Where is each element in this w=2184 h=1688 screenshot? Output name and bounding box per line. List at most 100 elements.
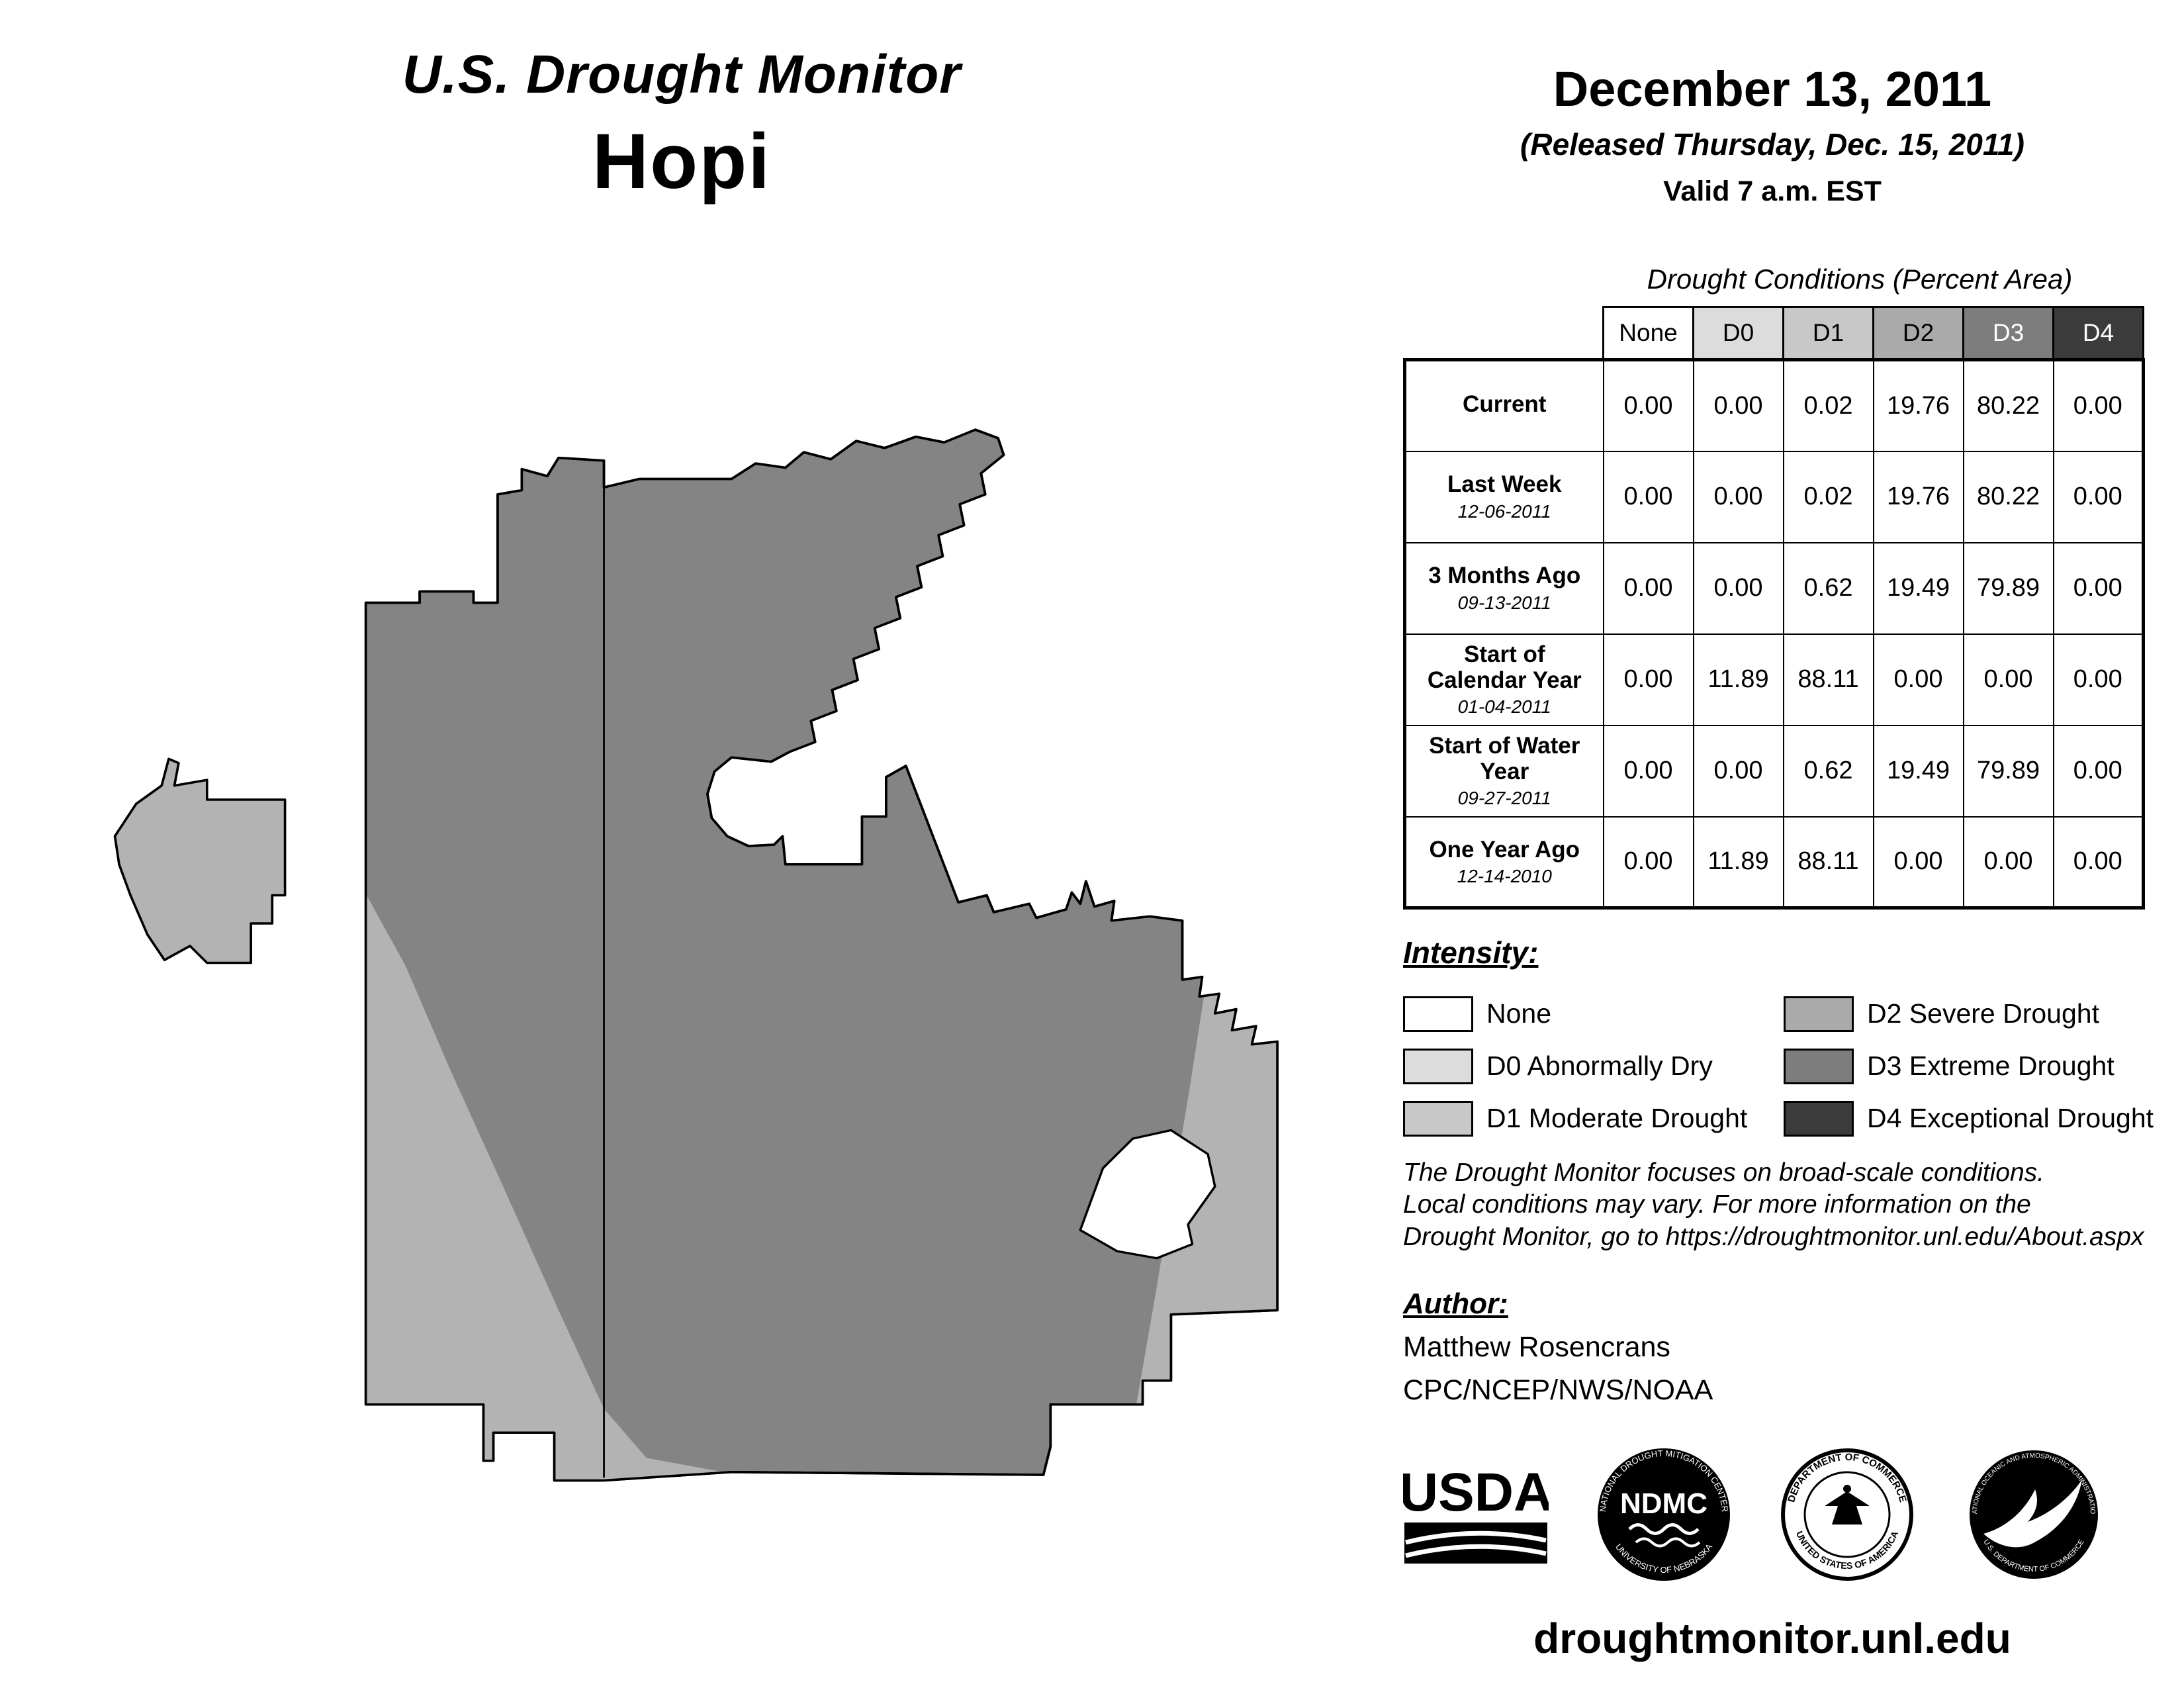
usda-field — [1404, 1523, 1547, 1564]
table-row-3-months-ago: 3 Months Ago 09-13-2011 0.00 0.00 0.62 1… — [1403, 541, 2145, 635]
table-cell: 88.11 — [1782, 633, 1874, 726]
legend-swatch-d3 — [1784, 1048, 1854, 1084]
legend-swatch-d0 — [1403, 1048, 1473, 1084]
table-cell: 0.62 — [1782, 541, 1874, 635]
ndmc-wordmark: NDMC — [1620, 1487, 1707, 1520]
table-cell: 0.00 — [1602, 450, 1694, 543]
map-enclave-hole — [1079, 1129, 1216, 1260]
table-cell: 0.00 — [1872, 816, 1964, 910]
legend-heading: Intensity: — [1403, 935, 1539, 970]
ndmc-seal-circle — [1598, 1448, 1730, 1581]
row-label: Start of Water Year — [1429, 732, 1580, 784]
table-cell: 0.00 — [1692, 541, 1784, 635]
table-cell: 19.49 — [1872, 724, 1964, 818]
author-name: Matthew Rosencrans — [1403, 1331, 1670, 1363]
legend-swatch-d2 — [1784, 996, 1854, 1032]
table-cell: 0.02 — [1782, 450, 1874, 543]
conditions-table: None D0 D1 D2 D3 D4 Current 0.00 0.00 0.… — [1403, 306, 2145, 910]
table-cell: 19.76 — [1872, 358, 1964, 452]
footer-url[interactable]: droughtmonitor.unl.edu — [1533, 1615, 2011, 1662]
table-cell: 11.89 — [1692, 816, 1784, 910]
table-cell: 0.00 — [1962, 816, 2054, 910]
disclaimer-line: The Drought Monitor focuses on broad-sca… — [1403, 1158, 2045, 1187]
table-cell: 0.00 — [2052, 541, 2145, 635]
title-block: U.S. Drought Monitor Hopi — [0, 44, 1363, 207]
table-cell: 0.62 — [1782, 724, 1874, 818]
table-cell: 0.00 — [1962, 633, 2054, 726]
table-caption: Drought Conditions (Percent Area) — [1647, 263, 2073, 295]
table-cell: 80.22 — [1962, 450, 2054, 543]
legend-swatch-d4 — [1784, 1100, 1854, 1137]
table-row-start-calendar-year: Start of Calendar Year 01-04-2011 0.00 1… — [1403, 633, 2145, 726]
agency-logos: USDA NATIONAL DROUGHT MITIGATION CENTER … — [1403, 1442, 2101, 1587]
disclaimer-line: Local conditions may vary. For more info… — [1403, 1190, 2031, 1219]
table-cell: 79.89 — [1962, 541, 2054, 635]
legend-item-d4: D4 Exceptional Drought — [1784, 1092, 2154, 1145]
row-label: Start of Calendar Year — [1427, 641, 1582, 693]
noaa-gull-icon — [1983, 1479, 2082, 1548]
table-cell: 0.00 — [1602, 724, 1694, 818]
table-row-last-week: Last Week 12-06-2011 0.00 0.00 0.02 19.7… — [1403, 450, 2145, 543]
table-cell: 11.89 — [1692, 633, 1784, 726]
table-cell: 79.89 — [1962, 724, 2054, 818]
table-cell: 19.76 — [1872, 450, 1964, 543]
table-cell: 0.00 — [1692, 358, 1784, 452]
conditions-table-block: None D0 D1 D2 D3 D4 Current 0.00 0.00 0.… — [1403, 306, 2145, 910]
map-detached-parcel-d2 — [113, 757, 287, 964]
ndmc-wave-2 — [1635, 1537, 1701, 1548]
col-header-d1: D1 — [1782, 306, 1874, 361]
row-date: 09-13-2011 — [1457, 592, 1551, 613]
commerce-logo: DEPARTMENT OF COMMERCE UNITED STATES OF … — [1781, 1448, 1913, 1581]
date-block: December 13, 2011 (Released Thursday, De… — [1403, 61, 2142, 208]
report-date: December 13, 2011 — [1553, 62, 1992, 117]
row-date: 12-14-2010 — [1457, 865, 1552, 886]
table-row-one-year-ago: One Year Ago 12-14-2010 0.00 11.89 88.11… — [1403, 816, 2145, 910]
row-date: 01-04-2011 — [1457, 696, 1551, 718]
table-cell: 0.00 — [2052, 816, 2145, 910]
usda-swoosh-2 — [1405, 1544, 1547, 1558]
col-header-d2: D2 — [1872, 306, 1964, 361]
legend-item-d3: D3 Extreme Drought — [1784, 1040, 2154, 1092]
table-cell: 88.11 — [1782, 816, 1874, 910]
drought-map — [113, 428, 1279, 1482]
row-date: 09-27-2011 — [1457, 788, 1551, 809]
table-cell: 0.00 — [1602, 816, 1694, 910]
row-label: One Year Ago — [1429, 836, 1580, 863]
row-label: Current — [1463, 391, 1547, 418]
doc-eagle-head — [1843, 1485, 1851, 1493]
usda-logo: USDA — [1403, 1462, 1549, 1564]
row-date: 12-06-2011 — [1457, 500, 1551, 522]
author-block: Author: Matthew Rosencrans CPC/NCEP/NWS/… — [1403, 1288, 2131, 1407]
table-cell: 0.00 — [1872, 633, 1964, 726]
col-header-d3: D3 — [1962, 306, 2054, 361]
region-title: Hopi — [592, 118, 772, 205]
legend-item-d0: D0 Abnormally Dry — [1403, 1040, 1784, 1092]
disclaimer-line: Drought Monitor, go to https://droughtmo… — [1403, 1222, 2144, 1251]
map-region-d2-southwest — [365, 878, 739, 1481]
table-cell: 0.00 — [1692, 450, 1784, 543]
usda-wordmark: USDA — [1403, 1462, 1549, 1523]
table-row-current: Current 0.00 0.00 0.02 19.76 80.22 0.00 — [1403, 358, 2145, 452]
col-header-d0: D0 — [1692, 306, 1784, 361]
disclaimer: The Drought Monitor focuses on broad-sca… — [1403, 1157, 2177, 1253]
released-date: (Released Thursday, Dec. 15, 2011) — [1520, 127, 2025, 162]
col-header-d4: D4 — [2052, 306, 2144, 361]
row-label: Last Week — [1447, 471, 1562, 498]
noaa-seal-circle — [1970, 1450, 2098, 1579]
row-label: 3 Months Ago — [1428, 563, 1581, 589]
legend-swatch-none — [1403, 996, 1473, 1032]
legend-swatch-d1 — [1403, 1100, 1473, 1137]
table-cell: 0.02 — [1782, 358, 1874, 452]
author-heading: Author: — [1403, 1288, 1508, 1320]
valid-time: Valid 7 a.m. EST — [1663, 175, 1882, 207]
author-org: CPC/NCEP/NWS/NOAA — [1403, 1374, 1713, 1406]
doc-eagle-emblem — [1825, 1491, 1870, 1524]
usda-swoosh-1 — [1405, 1530, 1547, 1545]
table-cell: 0.00 — [1602, 633, 1694, 726]
legend-item-d1: D1 Moderate Drought — [1403, 1092, 1784, 1145]
table-cell: 80.22 — [1962, 358, 2054, 452]
noaa-logo: NATIONAL OCEANIC AND ATMOSPHERIC ADMINIS… — [1967, 1448, 2098, 1579]
table-cell: 19.49 — [1872, 541, 1964, 635]
map-outline — [364, 428, 1279, 1482]
